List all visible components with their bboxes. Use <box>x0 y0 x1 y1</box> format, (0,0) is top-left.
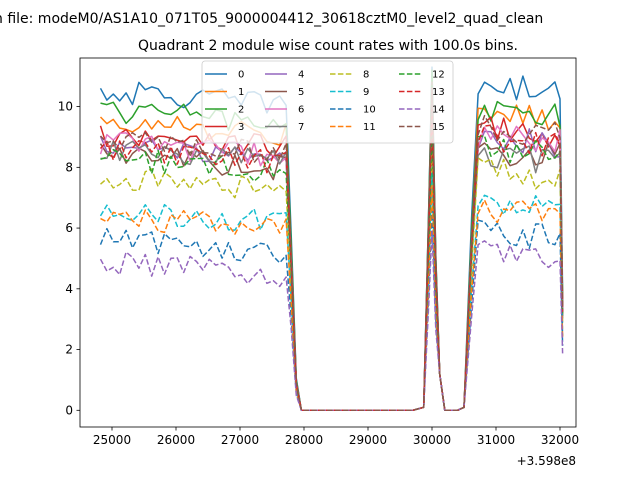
x-tick-label: 30000 <box>413 433 451 447</box>
x-tick-label: 29000 <box>349 433 387 447</box>
series-line-9 <box>99 172 564 412</box>
axes-frame <box>79 57 577 428</box>
legend-frame <box>201 60 454 144</box>
legend-label-5: 5 <box>298 87 304 98</box>
series-line-15 <box>99 81 564 412</box>
chart-title: Quadrant 2 module wise count rates with … <box>138 38 518 54</box>
y-tick-label: 6 <box>65 221 73 235</box>
x-tick-label: 31000 <box>477 433 515 447</box>
x-tick-label: 28000 <box>285 433 323 447</box>
legend-label-9: 9 <box>363 87 369 98</box>
x-tick-label: 25000 <box>93 433 131 447</box>
legend-label-6: 6 <box>298 105 304 116</box>
legend-label-4: 4 <box>298 70 304 81</box>
legend-label-12: 12 <box>432 70 445 81</box>
x-tick-label: 27000 <box>221 433 259 447</box>
y-tick-label: 2 <box>65 343 73 357</box>
legend-label-7: 7 <box>298 122 304 133</box>
figure-suptitle: n file: modeM0/AS1A10_071T05_9000004412_… <box>0 11 543 27</box>
legend-label-13: 13 <box>432 87 445 98</box>
legend-label-14: 14 <box>432 105 445 116</box>
legend-label-0: 0 <box>238 70 244 81</box>
y-tick-label: 10 <box>58 100 73 114</box>
y-tick-label: 8 <box>65 160 73 174</box>
plot-axes: 25000 26000 27000 28000 29000 30000 31000 32000… <box>58 57 579 447</box>
legend-label-8: 8 <box>363 70 369 81</box>
x-tick-label: 26000 <box>157 433 195 447</box>
plot-series <box>99 66 564 412</box>
legend-label-3: 3 <box>238 122 244 133</box>
legend-label-10: 10 <box>363 105 376 116</box>
legend-label-1: 1 <box>238 87 244 98</box>
x-tick-label: 32000 <box>541 433 579 447</box>
y-tick-label: 4 <box>65 282 73 296</box>
y-tick-label: 0 <box>65 403 73 417</box>
legend-label-2: 2 <box>238 105 244 116</box>
x-offset-text: +3.598e8 <box>517 454 576 468</box>
legend-label-11: 11 <box>363 122 376 133</box>
legend-label-15: 15 <box>432 122 445 133</box>
